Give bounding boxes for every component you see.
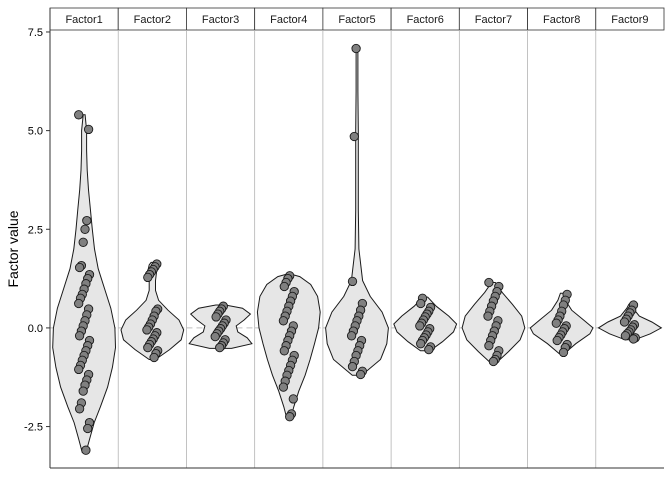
data-point bbox=[416, 298, 426, 309]
data-point bbox=[74, 262, 85, 273]
data-point bbox=[279, 346, 289, 356]
data-point bbox=[552, 335, 562, 346]
data-point bbox=[346, 331, 357, 341]
y-ticks: -2.5 0.0 2.5 5.0 7.5 bbox=[24, 27, 50, 434]
strip-label: Factor4 bbox=[270, 14, 307, 26]
data-point bbox=[210, 331, 220, 342]
panel-factor1: Factor1 bbox=[49, 7, 119, 455]
y-axis-title: Factor value bbox=[5, 210, 21, 287]
strip-label: Factor9 bbox=[611, 14, 648, 26]
panel-factor9: Factor9 bbox=[595, 7, 665, 468]
data-point bbox=[347, 361, 358, 372]
data-point bbox=[143, 272, 153, 283]
data-point bbox=[483, 311, 493, 321]
data-point bbox=[484, 341, 494, 351]
data-point bbox=[74, 331, 85, 341]
data-point bbox=[142, 325, 152, 335]
violin-factor8 bbox=[529, 292, 594, 355]
data-point bbox=[349, 131, 359, 142]
data-point bbox=[415, 321, 425, 331]
data-point bbox=[488, 356, 499, 367]
data-point bbox=[620, 331, 631, 341]
panel-factor8: Factor8 bbox=[527, 7, 597, 468]
data-point bbox=[351, 43, 361, 54]
strip-label: Factor2 bbox=[134, 14, 171, 26]
data-point bbox=[78, 386, 88, 396]
data-point bbox=[74, 404, 85, 414]
strip-label: Factor1 bbox=[65, 14, 102, 26]
y-tick-label: 5.0 bbox=[28, 126, 43, 138]
data-point bbox=[149, 352, 159, 363]
panel-factor4: Factor4 bbox=[254, 7, 324, 468]
data-point bbox=[558, 347, 569, 358]
data-point bbox=[285, 412, 295, 422]
strip-label: Factor3 bbox=[202, 14, 239, 26]
strip-label: Factor8 bbox=[543, 14, 580, 26]
data-point bbox=[215, 342, 225, 353]
strip-label: Factor7 bbox=[475, 14, 512, 26]
data-point bbox=[74, 298, 84, 309]
data-point bbox=[143, 342, 153, 353]
data-point bbox=[83, 124, 94, 135]
data-point bbox=[279, 281, 289, 292]
panel-factor3: Factor3 bbox=[186, 7, 256, 468]
data-point bbox=[74, 110, 84, 120]
data-point bbox=[424, 344, 434, 355]
data-point bbox=[211, 312, 221, 322]
data-point bbox=[83, 423, 93, 434]
panel-factor2: Factor2 bbox=[117, 7, 187, 468]
strip-label: Factor5 bbox=[338, 14, 375, 26]
data-point bbox=[355, 369, 366, 380]
data-point bbox=[416, 339, 426, 349]
data-point bbox=[82, 215, 92, 226]
strip-header bbox=[595, 7, 665, 31]
data-point bbox=[80, 224, 90, 234]
data-point bbox=[278, 316, 289, 326]
panel-factor6: Factor6 bbox=[390, 7, 460, 468]
data-point bbox=[288, 394, 298, 404]
y-tick-label: 0.0 bbox=[28, 323, 43, 335]
panels: Factor1 Factor2 Factor3 Factor4 Factor5 Facto… bbox=[49, 7, 665, 468]
strip-label: Factor6 bbox=[407, 14, 444, 26]
data-point bbox=[278, 382, 289, 392]
y-tick-label: 7.5 bbox=[28, 27, 43, 39]
data-point bbox=[551, 318, 561, 328]
data-point bbox=[628, 334, 639, 344]
data-point bbox=[74, 364, 84, 375]
y-tick-label: 2.5 bbox=[28, 224, 43, 236]
data-point bbox=[81, 445, 91, 455]
y-tick-label: -2.5 bbox=[24, 422, 43, 434]
panel-factor7: Factor7 bbox=[458, 7, 528, 468]
y-axis: -2.5 0.0 2.5 5.0 7.5 Factor value bbox=[5, 8, 51, 468]
panel-factor5: Factor5 bbox=[322, 7, 392, 468]
data-point bbox=[347, 276, 358, 287]
data-point bbox=[619, 317, 630, 327]
data-point bbox=[78, 237, 88, 247]
data-point bbox=[484, 277, 494, 288]
